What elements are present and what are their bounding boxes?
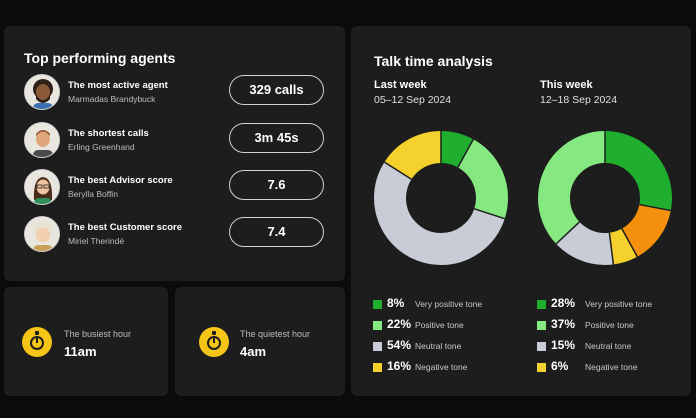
legend-swatch (537, 342, 546, 351)
legend-swatch (373, 342, 382, 351)
avatar (24, 169, 60, 205)
busiest-hour-card: The busiest hour 11am (4, 287, 168, 396)
legend-percent: 28% (551, 296, 576, 310)
legend-swatch (373, 321, 382, 330)
award-title: The most active agent (68, 80, 168, 91)
legend-item: 54% Neutral tone (373, 338, 523, 359)
talk-time-panel: Talk time analysis Last week 05–12 Sep 2… (351, 26, 691, 396)
legend-tone-label: Neutral tone (415, 341, 462, 351)
slice-separator (639, 203, 671, 212)
slice-separator (474, 208, 505, 220)
agent-row[interactable]: The best Customer score Miriel Therindé … (24, 216, 334, 256)
avatar (24, 74, 60, 110)
stat-pill: 7.4 (229, 217, 324, 247)
award-title: The best Customer score (68, 222, 183, 233)
stopwatch-icon (199, 327, 229, 357)
stat-pill: 329 calls (229, 75, 324, 105)
top-agents-panel: Top performing agents The most active ag… (4, 26, 345, 281)
agent-name: Marmadas Brandybuck (68, 94, 156, 104)
this-week-legend: 28% Very positive tone 37% Positive tone 15%… (537, 296, 687, 380)
legend-percent: 54% (387, 338, 412, 352)
last-week-legend: 8% Very positive tone 22% Positive tone 54% N… (373, 296, 523, 380)
slice-separator (457, 138, 474, 168)
legend-item: 28% Very positive tone (537, 296, 687, 317)
award-title: The best Advisor score (68, 175, 173, 186)
legend-item: 37% Positive tone (537, 317, 687, 338)
agent-name: Erling Greenhand (68, 142, 135, 152)
stopwatch-icon (22, 327, 52, 357)
legend-tone-label: Neutral tone (585, 341, 632, 351)
donut-slice (374, 131, 508, 265)
legend-swatch (373, 300, 382, 309)
agent-row[interactable]: The most active agent Marmadas Brandybuc… (24, 74, 334, 114)
legend-tone-label: Negative tone (415, 362, 468, 372)
legend-item: 16% Negative tone (373, 359, 523, 380)
agent-name: Berylla Boffin (68, 189, 118, 199)
legend-item: 8% Very positive tone (373, 296, 523, 317)
donut-slice (374, 131, 508, 265)
legend-swatch (537, 321, 546, 330)
legend-tone-label: Very positive tone (585, 299, 653, 309)
last-week-title: Last week (374, 79, 427, 91)
avatar (24, 122, 60, 158)
legend-item: 22% Positive tone (373, 317, 523, 338)
legend-item: 15% Neutral tone (537, 338, 687, 359)
legend-percent: 22% (387, 317, 412, 331)
stat-pill: 7.6 (229, 170, 324, 200)
legend-tone-label: Very positive tone (415, 299, 483, 309)
award-title: The shortest calls (68, 128, 149, 139)
legend-percent: 15% (551, 338, 576, 352)
legend-item: 6% Negative tone (537, 359, 687, 380)
quietest-hour-value: 4am (240, 344, 267, 359)
legend-percent: 37% (551, 317, 576, 331)
agent-row[interactable]: The best Advisor score Berylla Boffin 7.… (24, 169, 334, 209)
this-week-title: This week (540, 79, 593, 91)
legend-percent: 8% (387, 296, 405, 310)
this-week-dates: 12–18 Sep 2024 (540, 94, 618, 106)
slice-separator (621, 228, 638, 258)
quietest-hour-card: The quietest hour 4am (175, 287, 345, 396)
panel-title: Top performing agents (24, 50, 176, 66)
legend-tone-label: Negative tone (585, 362, 638, 372)
this-week-donut-chart (538, 131, 672, 265)
agent-row[interactable]: The shortest calls Erling Greenhand 3m 4… (24, 122, 334, 162)
last-week-donut-chart (374, 131, 508, 265)
agent-name: Miriel Therindé (68, 236, 125, 246)
slice-separator (555, 221, 580, 245)
avatar (24, 216, 60, 252)
legend-swatch (537, 363, 546, 372)
legend-tone-label: Positive tone (415, 320, 464, 330)
legend-swatch (537, 300, 546, 309)
stat-pill: 3m 45s (229, 123, 324, 153)
slice-separator (384, 161, 412, 180)
last-week-dates: 05–12 Sep 2024 (374, 94, 452, 106)
slice-separator (608, 232, 615, 265)
legend-swatch (373, 363, 382, 372)
legend-percent: 6% (551, 359, 569, 373)
donut-slice (538, 131, 672, 265)
legend-tone-label: Positive tone (585, 320, 634, 330)
busiest-hour-label: The busiest hour (64, 329, 132, 339)
panel-title: Talk time analysis (374, 53, 493, 69)
legend-percent: 16% (387, 359, 412, 373)
quietest-hour-label: The quietest hour (240, 329, 311, 339)
busiest-hour-value: 11am (64, 344, 97, 359)
